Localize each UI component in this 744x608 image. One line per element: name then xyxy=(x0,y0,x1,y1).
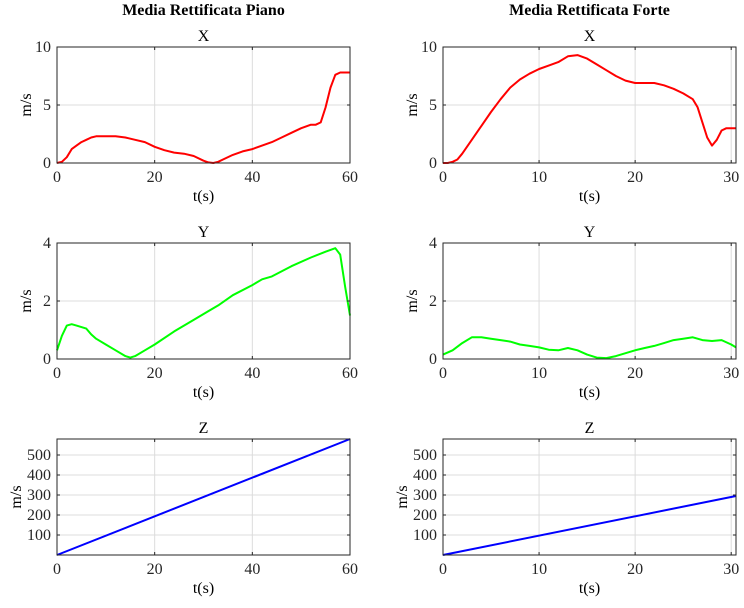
plot-5-y-tick-label: 100 xyxy=(27,527,51,544)
plot-5-x-tick-label: 20 xyxy=(147,561,163,578)
plot-5-y-tick-label: 500 xyxy=(27,447,51,464)
plot-3-series-1-line xyxy=(56,247,351,359)
plot-4-y-tick-label: 4 xyxy=(429,235,437,252)
plot-4-y-tick-label: 0 xyxy=(429,351,437,368)
plot-4-y-tick-label: 2 xyxy=(429,293,437,310)
plot-3-y-tick-label: 4 xyxy=(43,235,51,252)
plot-2-xlabel: t(s) xyxy=(579,188,600,205)
plot-6-series-1-line xyxy=(442,495,737,556)
plot-3-ylabel: m/s xyxy=(18,289,35,312)
plot-2-x-tick-label: 10 xyxy=(531,169,547,186)
plot-6-y-tick-label: 400 xyxy=(413,467,437,484)
plot-4-x-tick-label: 30 xyxy=(723,365,739,382)
column-title-forte: Media Rettificata Forte xyxy=(509,2,670,19)
plot-2-x-tick-label: 0 xyxy=(439,169,447,186)
plot-1-y-tick-label: 0 xyxy=(43,155,51,172)
plot-1-x-tick-label: 0 xyxy=(53,169,61,186)
plot-6-x-tick-label: 30 xyxy=(723,561,739,578)
plot-2-series-1-line xyxy=(443,54,736,164)
plot-4-x-tick-label: 0 xyxy=(439,365,447,382)
plot-6-axes-box xyxy=(442,438,737,556)
plot-1-x-tick-label: 60 xyxy=(342,169,358,186)
plot-4-x-tick-label: 20 xyxy=(627,365,643,382)
plot-6-plot-area xyxy=(443,439,736,555)
plot-6-x-tick-label: 0 xyxy=(439,561,447,578)
plot-6-title: Z xyxy=(585,420,595,437)
plot-3-y-tick-label: 2 xyxy=(43,293,51,310)
plot-1-y-tick-label: 10 xyxy=(35,39,51,56)
plot-2-y-tick-label: 5 xyxy=(429,97,437,114)
plot-5-x-tick-label: 0 xyxy=(53,561,61,578)
plot-4-title: Y xyxy=(584,224,596,241)
plot-3-x-tick-label: 40 xyxy=(244,365,260,382)
plot-1-y-tick-label: 5 xyxy=(43,97,51,114)
plot-5-y-tick-label: 400 xyxy=(27,467,51,484)
plot-4-series-1-line xyxy=(442,336,737,360)
plot-5-y-tick-label: 200 xyxy=(27,507,51,524)
plot-3-x-tick-label: 20 xyxy=(147,365,163,382)
column-title-piano: Media Rettificata Piano xyxy=(122,2,285,19)
plot-6-x-tick-label: 10 xyxy=(531,561,547,578)
plot-1-title: X xyxy=(198,28,210,45)
plot-6-xlabel: t(s) xyxy=(579,580,600,597)
plot-2-ylabel: m/s xyxy=(404,93,421,116)
plot-5-xlabel: t(s) xyxy=(193,580,214,597)
plot-3-x-tick-label: 60 xyxy=(342,365,358,382)
plot-1-ylabel: m/s xyxy=(18,93,35,116)
plot-3-x-tick-label: 0 xyxy=(53,365,61,382)
plot-4-x-tick-label: 10 xyxy=(531,365,547,382)
plot-5-ylabel: m/s xyxy=(8,485,25,508)
plot-2-y-tick-label: 10 xyxy=(421,39,437,56)
plot-2-x-tick-label: 20 xyxy=(627,169,643,186)
plot-2-y-tick-label: 0 xyxy=(429,155,437,172)
plot-5-series-1-line xyxy=(56,438,351,556)
plot-5-axes-box xyxy=(56,438,351,556)
plot-6-y-tick-label: 300 xyxy=(413,487,437,504)
plot-6-y-tick-label: 100 xyxy=(413,527,437,544)
plot-4-ylabel: m/s xyxy=(404,289,421,312)
plot-1-x-tick-label: 40 xyxy=(244,169,260,186)
plot-6-y-tick-label: 500 xyxy=(413,447,437,464)
plot-5-x-tick-label: 40 xyxy=(244,561,260,578)
plot-6-ylabel: m/s xyxy=(394,485,411,508)
plot-5-y-tick-label: 300 xyxy=(27,487,51,504)
plot-6-y-tick-label: 200 xyxy=(413,507,437,524)
plot-1-series-1-line xyxy=(56,71,350,164)
plot-2-x-tick-label: 30 xyxy=(723,169,739,186)
plot-3-y-tick-label: 0 xyxy=(43,351,51,368)
plot-1-xlabel: t(s) xyxy=(193,188,214,205)
plot-1-x-tick-label: 20 xyxy=(147,169,163,186)
plot-3-xlabel: t(s) xyxy=(193,384,214,401)
plot-5-x-tick-label: 60 xyxy=(342,561,358,578)
plot-3-title: Y xyxy=(198,224,210,241)
plot-2-title: X xyxy=(584,28,596,45)
plot-6-x-tick-label: 20 xyxy=(627,561,643,578)
plot-5-title: Z xyxy=(199,420,209,437)
plot-4-xlabel: t(s) xyxy=(579,384,600,401)
